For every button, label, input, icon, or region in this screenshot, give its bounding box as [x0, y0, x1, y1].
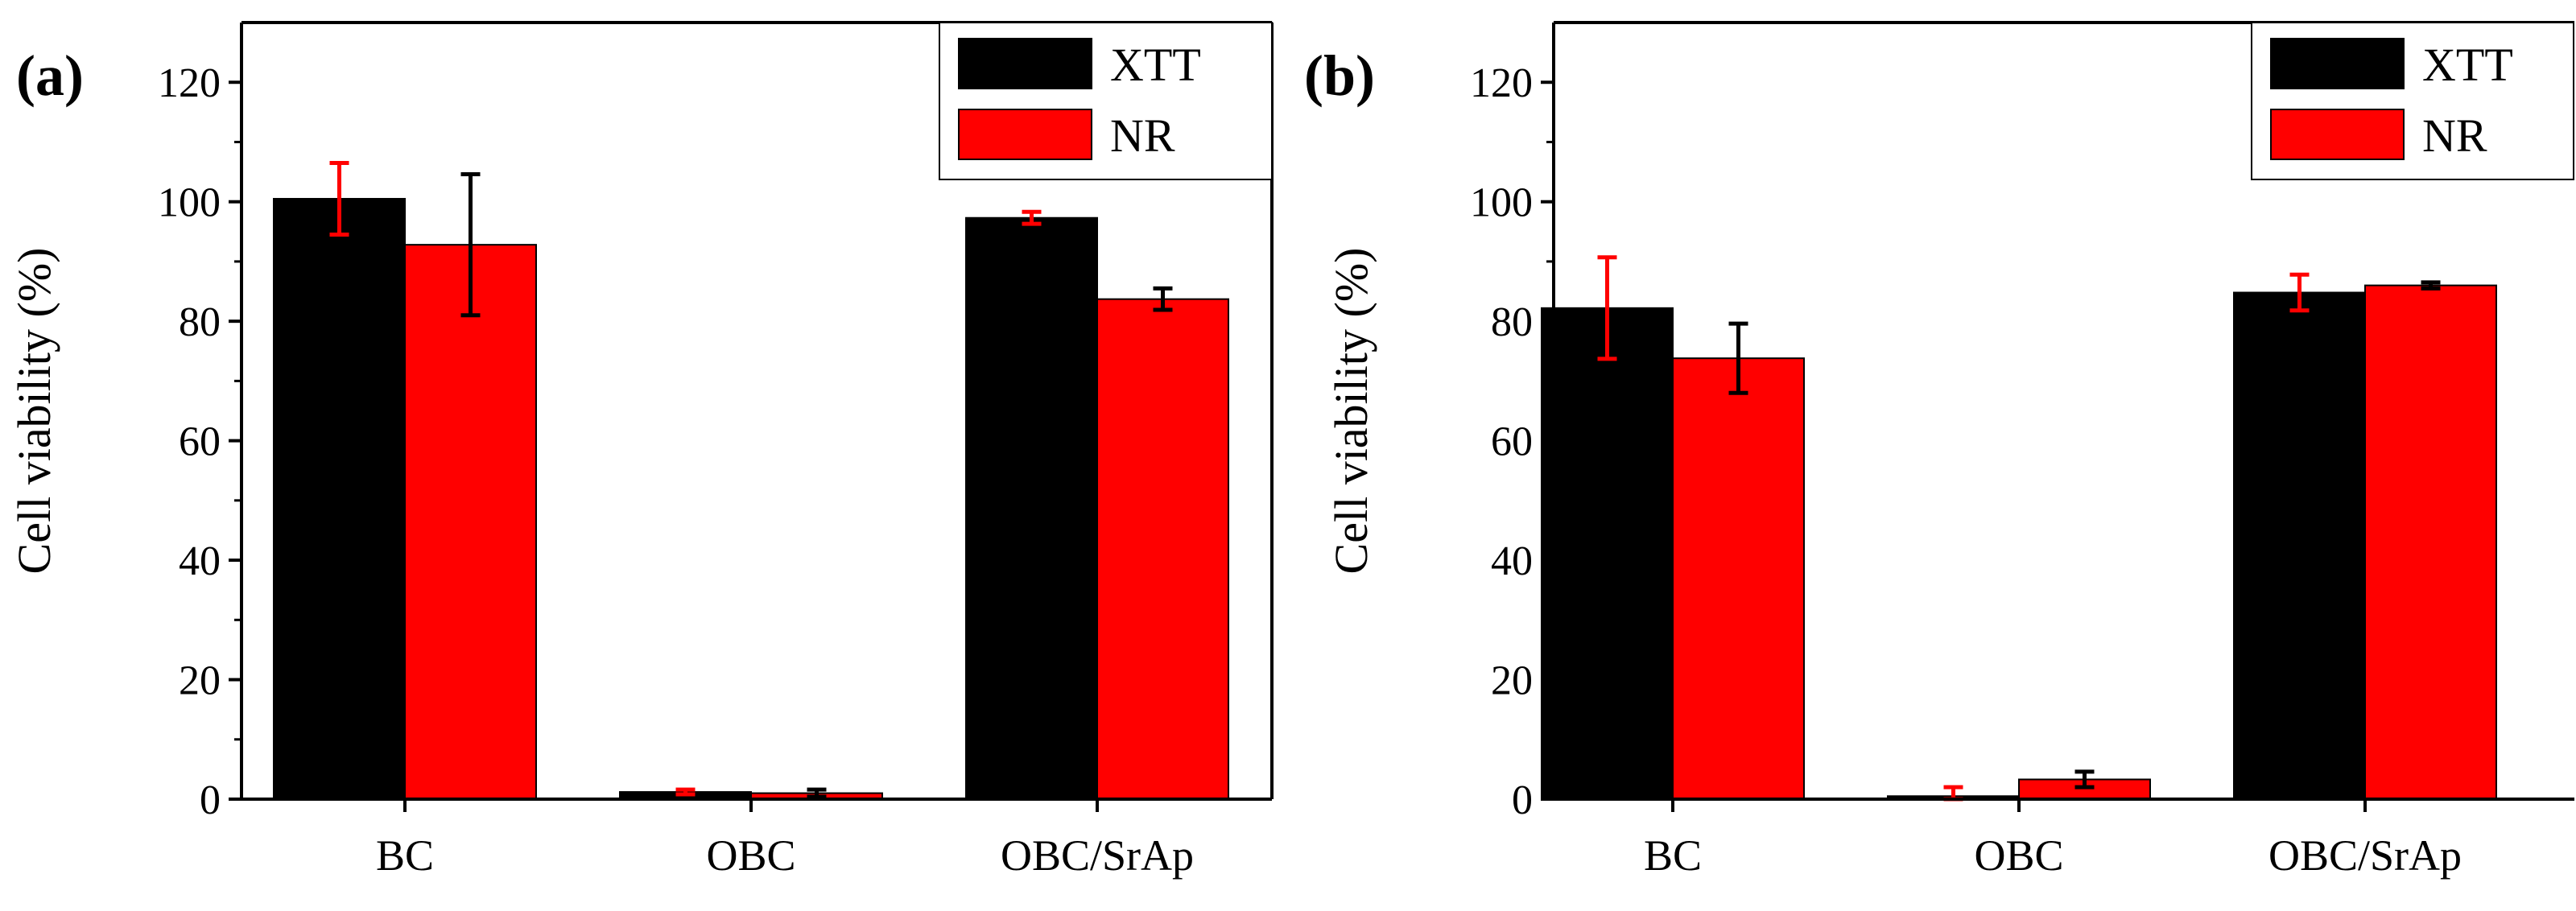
y-tick-label: 120 [1470, 60, 1533, 106]
legend-swatch-nr [958, 109, 1092, 160]
bar-xtt-2 [965, 216, 1098, 800]
y-tick-label: 60 [179, 419, 221, 465]
x-category-label: OBC [1974, 831, 2063, 880]
x-category-label: OBC/SrAp [1001, 831, 1194, 880]
y-tick-label: 60 [1491, 419, 1533, 465]
x-category-label: BC [376, 831, 434, 880]
legend-label-xtt: XTT [2422, 39, 2513, 91]
y-tick-label: 0 [200, 777, 221, 823]
y-tick-label: 40 [1491, 538, 1533, 584]
panel-label: (a) [16, 43, 84, 108]
panel-label: (b) [1304, 43, 1375, 108]
bar-nr-2 [1096, 298, 1229, 800]
x-category-label: OBC [706, 831, 795, 880]
y-tick-label: 100 [158, 180, 221, 226]
y-axis-title: Cell viability (%) [1325, 248, 1377, 575]
legend-label-xtt: XTT [1110, 39, 1201, 91]
y-axis-title: Cell viability (%) [8, 248, 60, 575]
panel-a: 0 20 40 60 80 100 120 BC OBC OBC/SrAp Cell viabili… [8, 21, 1274, 880]
legend-label-nr: NR [1110, 109, 1175, 162]
x-category-label: OBC/SrAp [2268, 831, 2462, 880]
bar-xtt-0 [1541, 307, 1674, 801]
y-tick-label: 80 [179, 299, 221, 345]
y-tick-label: 0 [1512, 777, 1533, 823]
y-tick-label: 120 [158, 60, 221, 106]
legend-swatch-xtt [2270, 38, 2405, 89]
bar-nr-0 [1672, 357, 1805, 800]
legend-label-nr: NR [2422, 109, 2487, 162]
y-tick-label: 80 [1491, 299, 1533, 345]
legend-swatch-nr [2270, 109, 2405, 160]
panel-b: 0 20 40 60 80 100 120 BC OBC OBC/SrAp Cell viabili… [1304, 21, 2574, 880]
legend-swatch-xtt [958, 38, 1092, 89]
bar-xtt-0 [273, 197, 406, 800]
x-category-label: BC [1644, 831, 1702, 880]
bar-xtt-2 [2233, 291, 2366, 800]
y-tick-label: 20 [1491, 658, 1533, 704]
y-tick-label: 100 [1470, 180, 1533, 226]
bar-nr-2 [2364, 284, 2497, 801]
y-tick-label: 40 [179, 538, 221, 584]
y-tick-label: 20 [179, 658, 221, 704]
bar-nr-0 [404, 244, 537, 800]
